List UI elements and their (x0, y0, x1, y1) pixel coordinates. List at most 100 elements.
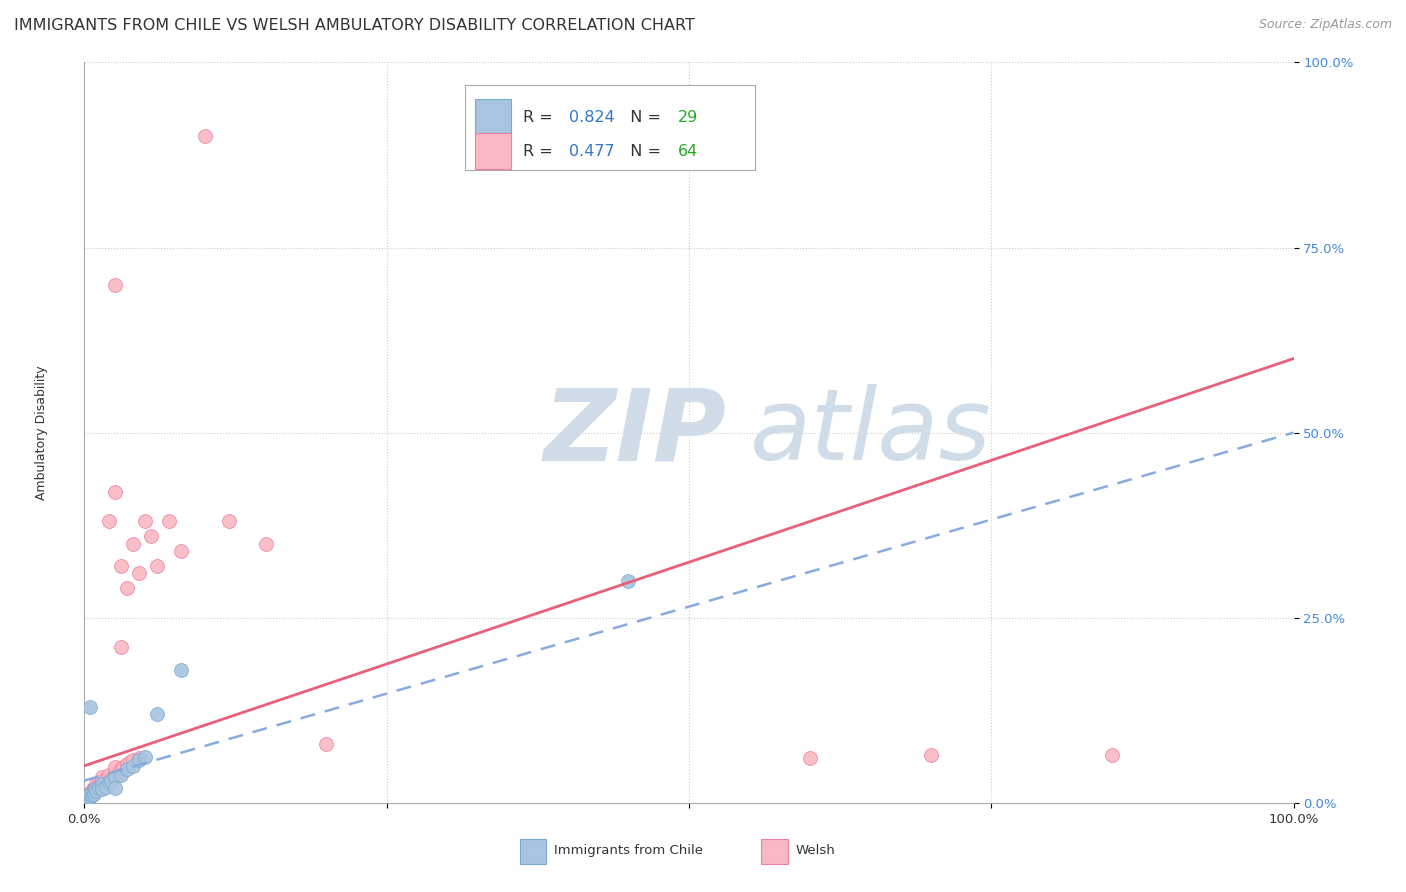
Text: Ambulatory Disability: Ambulatory Disability (35, 366, 48, 500)
Text: 0.477: 0.477 (569, 144, 614, 159)
Point (86, 780, 108, 795)
Bar (475, 133, 512, 169)
Point (194, 129, 217, 144)
Point (112, 760, 135, 774)
Point (170, 544, 193, 558)
Text: 0.824: 0.824 (569, 110, 614, 125)
Text: atlas: atlas (749, 384, 991, 481)
Point (920, 747, 942, 762)
Point (84, 782, 107, 797)
Point (79, 699, 101, 714)
Point (76, 794, 98, 808)
Point (83, 780, 105, 795)
Point (91, 780, 114, 794)
Point (104, 780, 127, 795)
Text: R =: R = (523, 110, 558, 125)
Point (76, 791, 98, 805)
Bar (762, 839, 789, 864)
Point (77, 791, 100, 805)
Point (75, 794, 97, 808)
Text: IMMIGRANTS FROM CHILE VS WELSH AMBULATORY DISABILITY CORRELATION CHART: IMMIGRANTS FROM CHILE VS WELSH AMBULATOR… (14, 18, 695, 33)
Point (170, 663, 193, 677)
Point (110, 767, 132, 781)
Point (80, 789, 103, 803)
Point (91, 782, 114, 797)
Point (82, 782, 104, 797)
Point (97, 773, 120, 788)
Point (799, 751, 821, 765)
Point (91, 770, 114, 784)
Point (100, 772, 122, 786)
Point (77, 789, 100, 804)
Point (110, 558, 132, 573)
Text: 64: 64 (678, 144, 699, 159)
Point (100, 773, 122, 788)
Point (94, 775, 117, 789)
Point (82, 787, 104, 801)
Point (110, 640, 132, 655)
Text: Welsh: Welsh (796, 845, 835, 857)
Point (84, 782, 107, 797)
Point (82, 785, 104, 799)
Point (91, 773, 114, 788)
Text: Source: ZipAtlas.com: Source: ZipAtlas.com (1258, 18, 1392, 31)
Point (121, 758, 143, 772)
Point (83, 787, 105, 801)
Point (87, 780, 110, 794)
Text: R =: R = (523, 144, 558, 159)
Point (134, 750, 156, 764)
Point (91, 777, 114, 791)
Point (89, 777, 111, 791)
Text: 29: 29 (678, 110, 699, 125)
Text: N =: N = (620, 144, 666, 159)
Point (146, 706, 169, 721)
Point (128, 566, 150, 581)
Point (110, 763, 132, 777)
Point (94, 780, 117, 794)
Point (79, 786, 101, 800)
Point (79, 789, 101, 804)
Point (115, 763, 138, 777)
Point (121, 753, 143, 767)
Point (94, 772, 117, 786)
Text: ZIP: ZIP (544, 384, 727, 481)
Point (134, 515, 156, 529)
Point (315, 737, 337, 751)
Point (97, 515, 120, 529)
Point (86, 777, 108, 791)
Point (75, 794, 97, 808)
Point (104, 770, 127, 784)
Bar (520, 839, 547, 864)
Point (139, 529, 162, 543)
Point (77, 789, 100, 804)
Point (128, 751, 150, 765)
Point (77, 793, 100, 807)
Point (76, 789, 98, 804)
Point (97, 775, 120, 789)
Point (77, 787, 100, 801)
Text: N =: N = (620, 110, 666, 125)
Point (104, 764, 127, 779)
Point (83, 785, 105, 799)
Text: Immigrants from Chile: Immigrants from Chile (554, 845, 703, 857)
Point (80, 785, 103, 799)
Point (128, 753, 150, 767)
Point (115, 757, 138, 772)
Point (86, 784, 108, 798)
Point (120, 755, 142, 769)
Point (104, 277, 127, 292)
Point (218, 515, 240, 529)
FancyBboxPatch shape (465, 85, 755, 169)
Point (157, 515, 180, 529)
Point (121, 536, 143, 550)
Point (75, 793, 97, 807)
Bar (475, 99, 512, 135)
Point (77, 792, 100, 806)
Point (87, 775, 110, 789)
Point (97, 767, 120, 781)
Point (104, 760, 127, 774)
Point (104, 484, 127, 499)
Point (617, 574, 640, 588)
Point (79, 789, 101, 804)
Point (77, 790, 100, 805)
